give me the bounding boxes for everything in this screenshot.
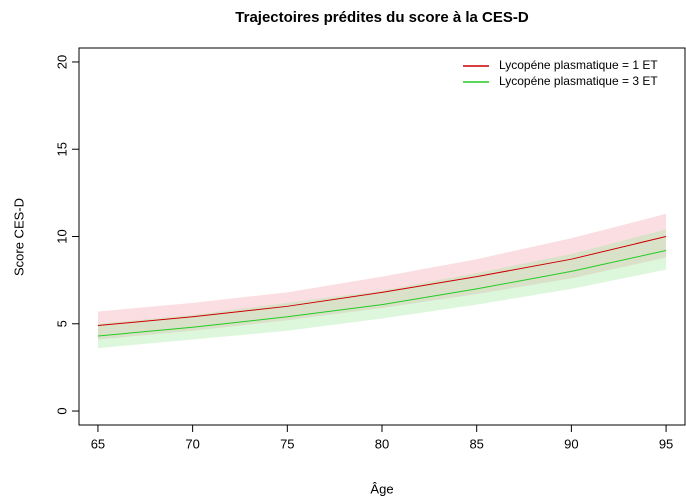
x-axis-label: Âge: [370, 481, 393, 496]
y-tick-label: 10: [54, 229, 69, 243]
x-tick-label: 75: [280, 436, 294, 451]
x-tick-label: 95: [659, 436, 673, 451]
series-line: [97, 249, 667, 337]
x-tick-label: 70: [185, 436, 199, 451]
chart-title: Trajectoires prédites du score à la CES-…: [235, 9, 529, 26]
x-tick-label: 90: [564, 436, 578, 451]
series-line: [97, 236, 667, 327]
confidence-band: [97, 229, 667, 349]
y-tick-label: 0: [54, 407, 69, 414]
legend-label: Lycopéne plasmatique = 1 ET: [499, 58, 658, 72]
y-axis-label: Score CES-D: [11, 198, 26, 276]
confidence-band: [97, 213, 667, 340]
x-tick-label: 65: [91, 436, 105, 451]
y-tick-label: 5: [54, 320, 69, 327]
x-tick-label: 80: [375, 436, 389, 451]
legend-label: Lycopéne plasmatique = 3 ET: [499, 74, 658, 88]
y-tick-label: 15: [54, 142, 69, 156]
y-tick-label: 20: [54, 55, 69, 69]
x-tick-label: 85: [469, 436, 483, 451]
